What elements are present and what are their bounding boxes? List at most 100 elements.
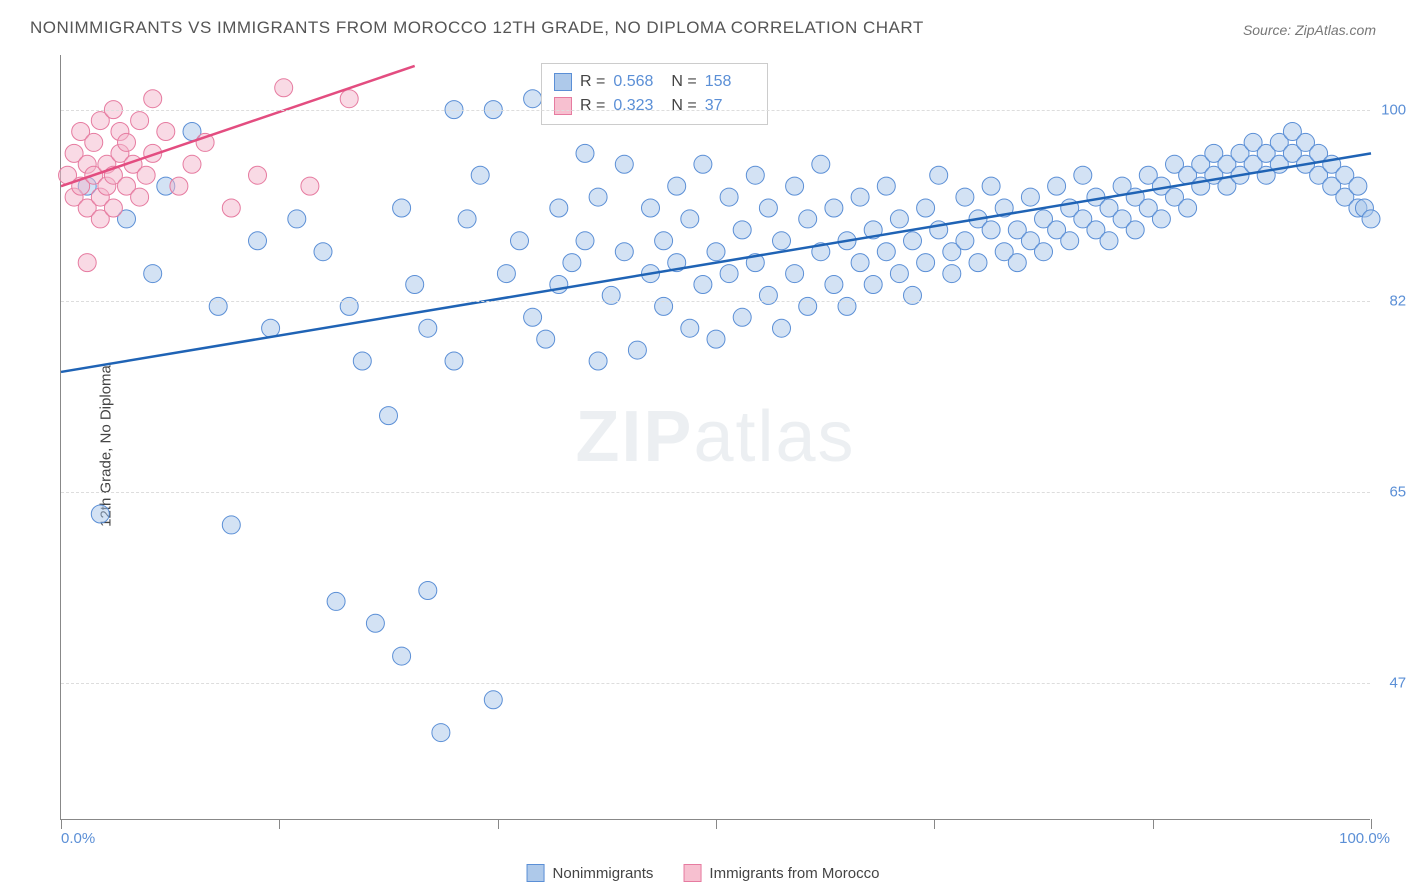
data-point	[1035, 243, 1053, 261]
data-point	[812, 155, 830, 173]
y-tick-label: 47.5%	[1389, 675, 1406, 692]
data-point	[759, 199, 777, 217]
data-point	[1100, 232, 1118, 250]
data-point	[851, 254, 869, 272]
data-point	[406, 276, 424, 294]
data-point	[707, 330, 725, 348]
data-point	[104, 199, 122, 217]
grid-line	[61, 301, 1370, 302]
data-point	[144, 265, 162, 283]
data-point	[1362, 210, 1380, 228]
data-point	[825, 199, 843, 217]
data-point	[1126, 221, 1144, 239]
data-point	[183, 155, 201, 173]
data-point	[917, 199, 935, 217]
data-point	[563, 254, 581, 272]
data-point	[890, 265, 908, 283]
stat-n-label: N =	[671, 70, 696, 94]
data-point	[1021, 188, 1039, 206]
data-point	[511, 232, 529, 250]
grid-line	[61, 110, 1370, 111]
data-point	[943, 265, 961, 283]
data-point	[1074, 166, 1092, 184]
data-point	[537, 330, 555, 348]
data-point	[733, 308, 751, 326]
data-point	[222, 199, 240, 217]
x-tick	[1153, 819, 1154, 829]
data-point	[1152, 210, 1170, 228]
data-point	[301, 177, 319, 195]
data-point	[144, 90, 162, 108]
data-point	[137, 166, 155, 184]
data-point	[445, 352, 463, 370]
data-point	[249, 232, 267, 250]
data-point	[655, 232, 673, 250]
data-point	[353, 352, 371, 370]
data-point	[668, 177, 686, 195]
chart-title: NONIMMIGRANTS VS IMMIGRANTS FROM MOROCCO…	[30, 18, 924, 38]
data-point	[642, 199, 660, 217]
source-label: Source:	[1243, 22, 1291, 38]
data-point	[1179, 199, 1197, 217]
data-point	[864, 276, 882, 294]
data-point	[681, 319, 699, 337]
stats-legend-box: R = 0.568 N = 158 R = 0.323 N = 37	[541, 63, 768, 125]
data-point	[419, 319, 437, 337]
data-point	[969, 254, 987, 272]
data-point	[85, 133, 103, 151]
data-point	[615, 243, 633, 261]
data-point	[589, 188, 607, 206]
stat-n-value: 37	[705, 94, 755, 118]
data-point	[340, 90, 358, 108]
data-point	[825, 276, 843, 294]
bottom-legend: Nonimmigrants Immigrants from Morocco	[527, 864, 880, 882]
data-point	[471, 166, 489, 184]
data-point	[956, 188, 974, 206]
legend-label: Nonimmigrants	[553, 865, 654, 882]
chart-plot-area: ZIPatlas R = 0.568 N = 158 R = 0.323 N =…	[60, 55, 1370, 820]
x-tick	[716, 819, 717, 829]
data-point	[157, 123, 175, 141]
x-tick-label-right: 100.0%	[1339, 830, 1390, 847]
data-point	[890, 210, 908, 228]
data-point	[314, 243, 332, 261]
data-point	[327, 592, 345, 610]
data-point	[78, 254, 96, 272]
data-point	[1061, 232, 1079, 250]
data-point	[249, 166, 267, 184]
data-point	[799, 210, 817, 228]
legend-swatch	[554, 97, 572, 115]
data-point	[222, 516, 240, 534]
data-point	[707, 243, 725, 261]
data-point	[982, 177, 1000, 195]
data-point	[1048, 177, 1066, 195]
legend-swatch	[554, 73, 572, 91]
data-point	[484, 691, 502, 709]
data-point	[1349, 177, 1367, 195]
data-point	[720, 265, 738, 283]
x-tick	[498, 819, 499, 829]
x-tick	[1371, 819, 1372, 829]
y-tick-label: 65.0%	[1389, 484, 1406, 501]
data-point	[773, 232, 791, 250]
data-point	[497, 265, 515, 283]
data-point	[694, 155, 712, 173]
data-point	[380, 407, 398, 425]
legend-item: Nonimmigrants	[527, 864, 654, 882]
data-point	[746, 166, 764, 184]
source-link[interactable]: ZipAtlas.com	[1295, 22, 1376, 38]
data-point	[131, 188, 149, 206]
data-point	[131, 112, 149, 130]
legend-label: Immigrants from Morocco	[709, 865, 879, 882]
stats-row: R = 0.323 N = 37	[554, 94, 755, 118]
data-point	[589, 352, 607, 370]
data-point	[786, 177, 804, 195]
y-tick-label: 100.0%	[1381, 101, 1406, 118]
stats-row: R = 0.568 N = 158	[554, 70, 755, 94]
data-point	[170, 177, 188, 195]
source-attribution: Source: ZipAtlas.com	[1243, 22, 1376, 38]
legend-item: Immigrants from Morocco	[683, 864, 879, 882]
stat-r-value: 0.568	[613, 70, 663, 94]
stat-n-label: N =	[671, 94, 696, 118]
data-point	[118, 133, 136, 151]
